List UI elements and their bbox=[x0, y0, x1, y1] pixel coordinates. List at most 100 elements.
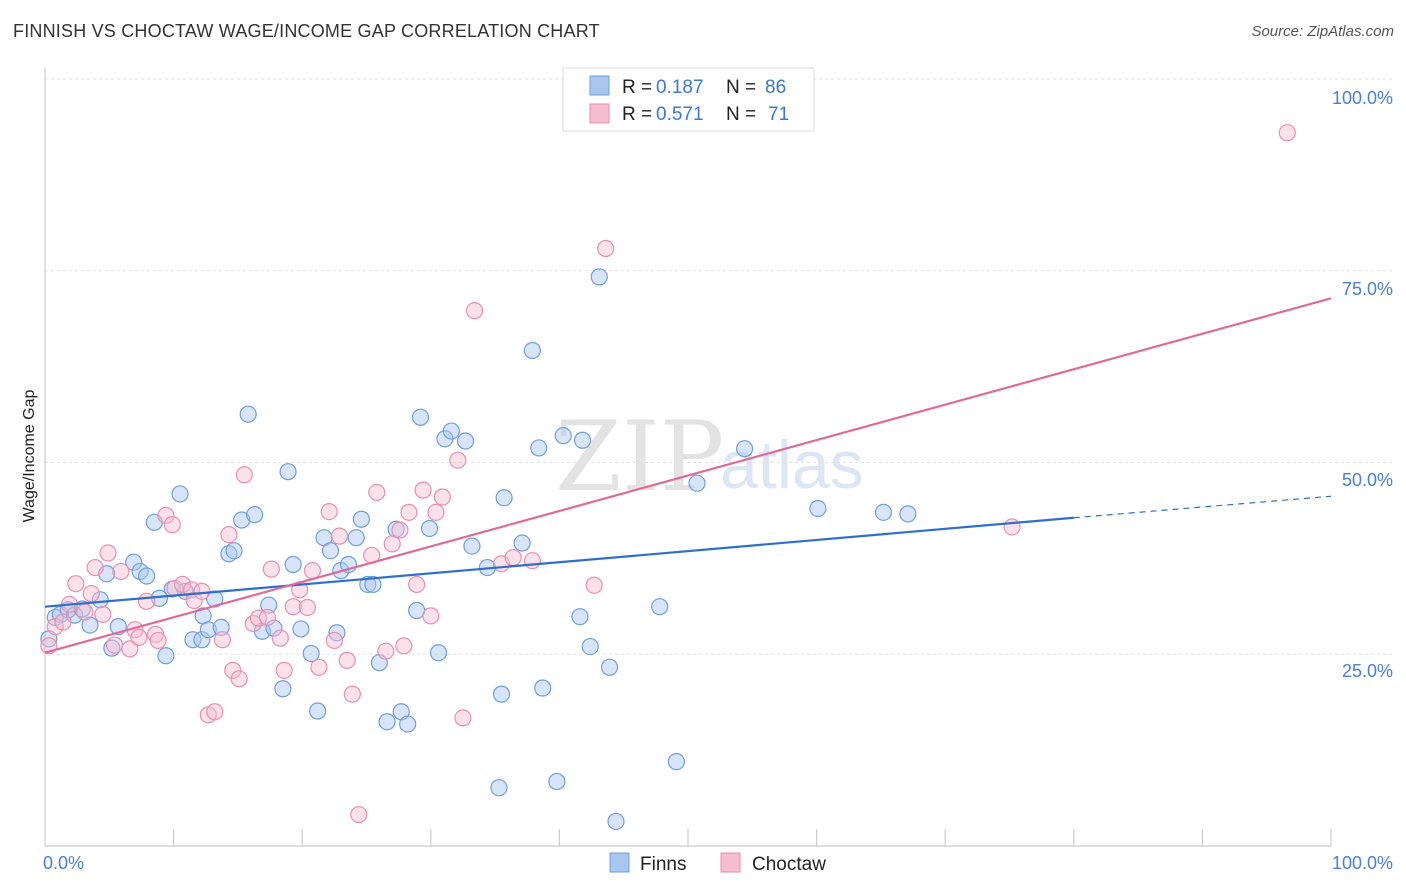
finns-point-56 bbox=[420, 519, 439, 538]
choctaw-point-43 bbox=[320, 502, 338, 521]
choctaw-point-54 bbox=[395, 637, 413, 655]
x-axis-ticks bbox=[173, 829, 1332, 846]
finns-point-61 bbox=[463, 537, 481, 555]
choctaw-point-8 bbox=[94, 605, 112, 623]
x-tick-label-100: 100.0% bbox=[1332, 853, 1393, 873]
choctaw-point-30 bbox=[230, 670, 248, 688]
finns-point-73 bbox=[573, 431, 592, 449]
legend-r-label-finns: R = bbox=[622, 77, 652, 98]
finns-point-65 bbox=[495, 489, 513, 507]
choctaw-point-68 bbox=[597, 239, 615, 258]
choctaw-point-57 bbox=[414, 481, 432, 499]
finns-point-78 bbox=[651, 598, 669, 616]
finns-point-70 bbox=[548, 772, 566, 791]
finns-point-71 bbox=[554, 427, 572, 445]
gridlines bbox=[45, 78, 1394, 655]
choctaw-point-14 bbox=[130, 628, 148, 646]
choctaw-point-47 bbox=[343, 685, 361, 703]
choctaw-point-33 bbox=[249, 609, 268, 627]
finns-point-34 bbox=[274, 680, 292, 698]
finns-point-7 bbox=[91, 591, 109, 609]
finns-point-59 bbox=[442, 422, 460, 440]
bottom-legend-swatch-finns bbox=[609, 852, 630, 873]
finns-point-27 bbox=[225, 542, 243, 560]
choctaw-point-15 bbox=[137, 592, 156, 610]
choctaw-point-26 bbox=[206, 703, 224, 721]
legend-r-value-choctaw: 0.571 bbox=[656, 104, 704, 125]
finns-point-6 bbox=[81, 616, 99, 634]
y-tick-label-100: 100.0% bbox=[1332, 88, 1393, 108]
choctaw-point-9 bbox=[99, 544, 117, 562]
finns-point-30 bbox=[246, 506, 264, 524]
y-tick-label-50: 50.0% bbox=[1342, 470, 1393, 490]
finns-point-69 bbox=[534, 679, 552, 697]
finns-point-26 bbox=[220, 545, 238, 563]
choctaw-point-37 bbox=[275, 661, 293, 679]
finns-trend-line bbox=[44, 516, 1074, 608]
finns-point-50 bbox=[378, 713, 396, 731]
finns-point-64 bbox=[492, 685, 511, 703]
finns-point-18 bbox=[171, 485, 189, 503]
bottom-legend-swatch-choctaw bbox=[720, 852, 741, 873]
choctaw-point-41 bbox=[303, 562, 322, 580]
finns-point-46 bbox=[352, 510, 370, 528]
choctaw-point-35 bbox=[262, 560, 280, 578]
finns-point-45 bbox=[347, 529, 365, 547]
watermark-zip: ZIP bbox=[555, 401, 724, 513]
legend-n-label-finns: N = bbox=[726, 77, 756, 98]
finns-point-76 bbox=[600, 658, 619, 676]
choctaw-point-21 bbox=[174, 575, 192, 594]
choctaw-point-19 bbox=[163, 516, 181, 534]
choctaw-point-48 bbox=[350, 805, 368, 824]
trend-lines bbox=[44, 297, 1332, 654]
finns-point-33 bbox=[265, 619, 283, 637]
finns-point-60 bbox=[456, 432, 475, 450]
finns-point-32 bbox=[260, 596, 278, 614]
finns-point-84 bbox=[899, 505, 917, 523]
choctaw-point-66 bbox=[523, 552, 541, 570]
choctaw-point-51 bbox=[377, 642, 395, 660]
choctaw-point-52 bbox=[383, 535, 401, 553]
choctaw-point-18 bbox=[157, 506, 175, 525]
finns-point-48 bbox=[364, 575, 382, 594]
choctaw-point-28 bbox=[220, 525, 238, 544]
finns-point-63 bbox=[490, 779, 508, 797]
finns-point-25 bbox=[212, 618, 230, 637]
finns-point-55 bbox=[411, 408, 430, 426]
finns-point-67 bbox=[523, 341, 541, 360]
choctaw-point-65 bbox=[504, 549, 522, 567]
finns-point-74 bbox=[581, 637, 599, 656]
legend-swatch-choctaw bbox=[589, 103, 610, 124]
finns-point-39 bbox=[309, 702, 327, 720]
finns-point-83 bbox=[874, 503, 893, 521]
choctaw-point-17 bbox=[149, 631, 167, 650]
finns-point-21 bbox=[193, 631, 211, 649]
finns-point-13 bbox=[137, 567, 156, 585]
choctaw-point-70 bbox=[1278, 124, 1296, 142]
finns-point-77 bbox=[607, 812, 625, 831]
y-axis-title: Wage/Income Gap bbox=[21, 390, 38, 523]
choctaw-point-7 bbox=[86, 558, 104, 577]
choctaw-point-40 bbox=[298, 598, 316, 617]
y-tick-label-75: 75.0% bbox=[1342, 279, 1393, 299]
finns-point-38 bbox=[302, 644, 320, 663]
finns-point-66 bbox=[513, 534, 531, 552]
choctaw-point-31 bbox=[235, 466, 253, 484]
finns-point-5 bbox=[73, 600, 91, 618]
bottom-legend-label-choctaw: Choctaw bbox=[752, 854, 826, 875]
y-tick-label-25: 25.0% bbox=[1342, 661, 1393, 681]
source-label: Source: ZipAtlas.com bbox=[1251, 23, 1394, 40]
x-tick-label-0: 0.0% bbox=[43, 853, 84, 873]
choctaw-point-60 bbox=[433, 488, 451, 506]
choctaw-point-69 bbox=[1003, 518, 1021, 536]
choctaw-point-42 bbox=[310, 658, 328, 676]
top-legend: R = 0.187 N = 86 R = 0.571 N = 71 bbox=[562, 67, 815, 132]
finns-series bbox=[40, 268, 917, 831]
choctaw-series bbox=[40, 124, 1296, 824]
choctaw-point-27 bbox=[213, 631, 232, 649]
choctaw-point-45 bbox=[330, 527, 349, 545]
legend-n-label-choctaw: N = bbox=[726, 104, 756, 125]
finns-point-79 bbox=[667, 753, 686, 771]
finns-point-20 bbox=[184, 631, 202, 649]
